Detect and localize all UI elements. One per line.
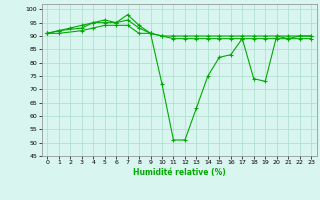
- X-axis label: Humidité relative (%): Humidité relative (%): [133, 168, 226, 177]
